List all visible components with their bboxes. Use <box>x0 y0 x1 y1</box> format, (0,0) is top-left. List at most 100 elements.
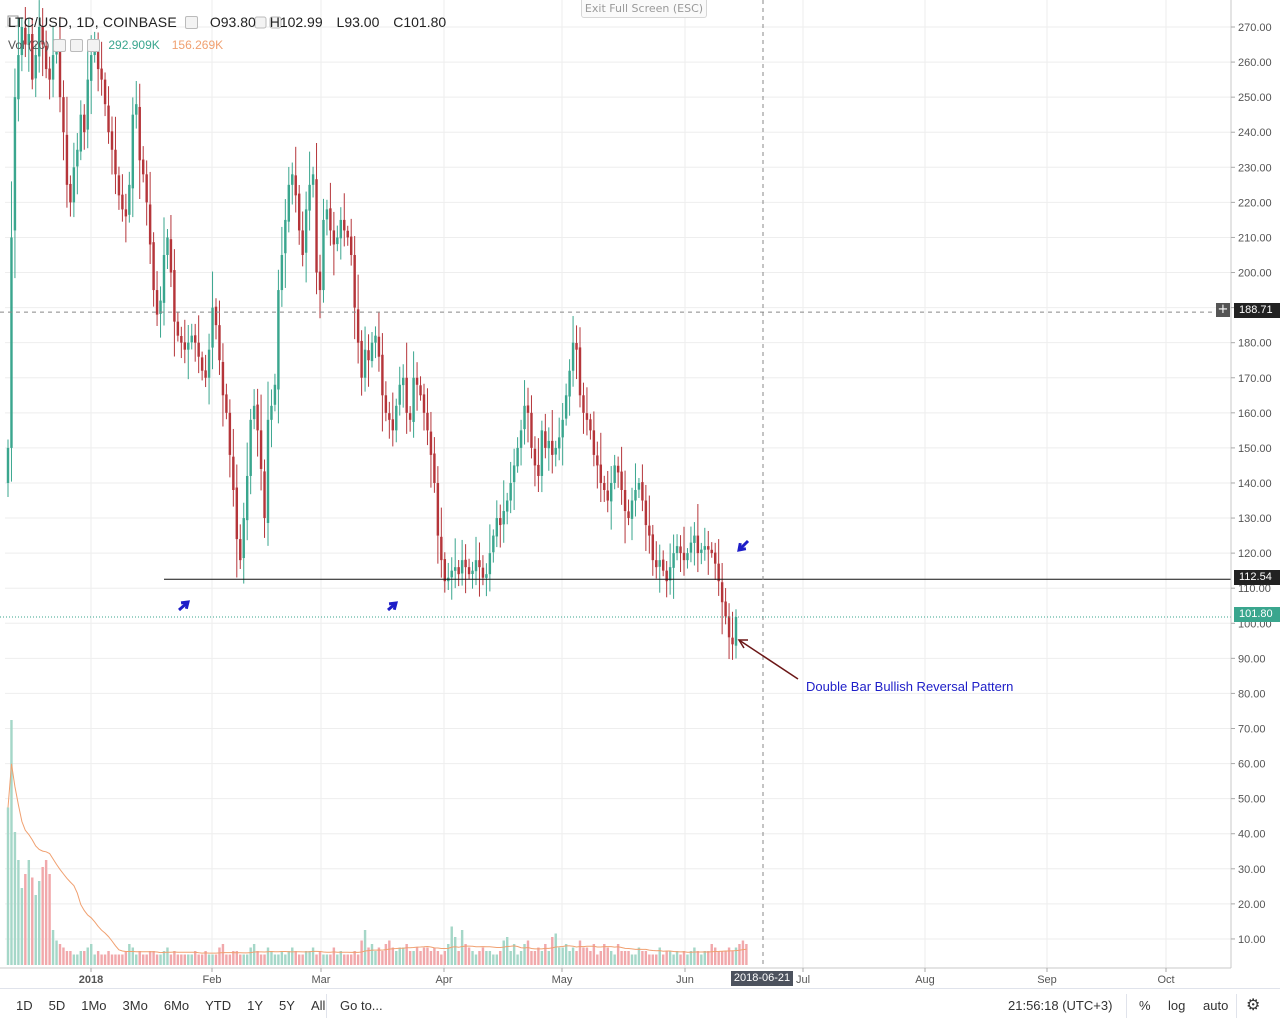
candle-body <box>488 553 492 575</box>
candle-body <box>79 114 83 152</box>
volume-bar <box>731 951 734 965</box>
volume-bar <box>76 954 79 965</box>
auto-toggle[interactable]: auto <box>1203 998 1229 1013</box>
price-chart[interactable]: 270.00 260.00 250.00 240.00 230.00 220.00 210.… <box>0 0 1280 988</box>
volume-bar <box>509 951 512 965</box>
volume-bar <box>180 954 183 965</box>
candle-body <box>239 539 242 561</box>
volume-bar <box>363 930 367 965</box>
candle-body <box>464 559 467 568</box>
volume-bar <box>526 940 530 965</box>
volume-bar <box>135 954 138 965</box>
volume-bar <box>641 951 644 965</box>
candle-body <box>44 45 48 70</box>
candle-body <box>495 518 499 537</box>
candle-body <box>537 464 540 476</box>
candle-body <box>291 174 294 185</box>
volume-bar <box>689 951 693 965</box>
candle-body <box>422 394 426 413</box>
volume-bar <box>325 954 329 965</box>
volume-bar <box>152 951 155 965</box>
goto-button[interactable]: Go to... <box>340 998 383 1013</box>
gear-icon[interactable]: ⚙ <box>1246 997 1261 1014</box>
candle-body <box>551 440 554 455</box>
candle-body <box>318 271 322 291</box>
range-ytd[interactable]: YTD <box>205 998 232 1013</box>
candle-body <box>145 174 148 203</box>
volume-bar <box>478 951 481 965</box>
volume-bar <box>176 954 180 965</box>
candle-body <box>571 342 575 371</box>
close-icon[interactable] <box>87 38 101 52</box>
symbol-title[interactable]: LTC/USD, 1D, COINBASE <box>8 14 177 30</box>
eye-icon[interactable] <box>53 38 67 52</box>
volume-bar <box>318 951 322 965</box>
candle-body <box>200 357 204 371</box>
volume-bar <box>734 947 738 965</box>
range-6mo[interactable]: 6Mo <box>163 998 190 1013</box>
volume-bar <box>401 947 405 965</box>
candle-body <box>710 549 713 554</box>
candle-body <box>727 616 731 638</box>
volume-bar <box>665 951 668 965</box>
y-tick-label: 200.00 <box>1238 268 1272 280</box>
volume-bar <box>443 951 447 965</box>
chart-legend: LTC/USD, 1D, COINBASE O93.80 H102.99 L93… <box>8 14 456 30</box>
candle-body <box>284 219 287 254</box>
volume-bar <box>141 954 145 965</box>
gear-icon[interactable] <box>70 38 84 52</box>
volume-bar <box>412 951 415 965</box>
candle-body <box>561 419 564 438</box>
volume-bar <box>51 930 55 965</box>
volume-ma-value: 156.269K <box>171 38 224 52</box>
candle-body <box>533 448 537 466</box>
candle-body <box>86 79 89 130</box>
candle-body <box>693 535 696 543</box>
range-5y[interactable]: 5Y <box>279 998 295 1013</box>
candle-body <box>27 34 31 46</box>
price-axis: 270.00 260.00 250.00 240.00 230.00 220.00 210.… <box>1230 0 1272 968</box>
volume-label[interactable]: Vol (20) <box>8 38 50 52</box>
volume-bar <box>523 944 526 965</box>
volume-bar <box>100 954 103 965</box>
volume-bar <box>464 944 467 965</box>
volume-bar <box>568 951 571 965</box>
y-tick-label: 170.00 <box>1238 373 1272 385</box>
candle-body <box>540 430 544 476</box>
volume-bar <box>589 951 592 965</box>
volume-bar <box>724 951 727 965</box>
volume-bar <box>620 951 623 965</box>
y-tick-label: 220.00 <box>1238 197 1272 209</box>
candle-body <box>329 208 332 231</box>
volume-bar <box>408 951 412 965</box>
range-1mo[interactable]: 1Mo <box>81 998 107 1013</box>
range-5d[interactable]: 5D <box>48 998 66 1013</box>
percent-toggle[interactable]: % <box>1139 998 1151 1013</box>
candle-body <box>169 239 173 273</box>
settings-icon[interactable] <box>184 15 198 29</box>
volume-bar <box>114 954 117 965</box>
volume-bar <box>107 951 110 965</box>
volume-bar <box>696 951 700 965</box>
y-tick-label: 180.00 <box>1238 338 1272 350</box>
log-toggle[interactable]: log <box>1168 998 1186 1013</box>
add-alert-icon[interactable]: + <box>1216 302 1230 317</box>
candle-body <box>568 370 571 397</box>
volume-bar <box>395 951 398 965</box>
volume-bar <box>668 951 672 965</box>
volume-bar <box>551 937 554 965</box>
candle-body <box>679 546 682 554</box>
candle-body <box>734 616 738 646</box>
candle-body <box>124 209 128 217</box>
exit-fullscreen-button[interactable]: Exit Full Screen (ESC) <box>581 0 707 18</box>
clock-display[interactable]: 21:56:18 (UTC+3) <box>1008 998 1113 1013</box>
range-3mo[interactable]: 3Mo <box>122 998 148 1013</box>
candle-body <box>24 27 27 45</box>
range-1y[interactable]: 1Y <box>247 998 264 1013</box>
y-tick-label: 270.00 <box>1238 22 1272 34</box>
volume-bar <box>675 951 679 965</box>
volume-bar <box>193 951 197 965</box>
range-all[interactable]: All <box>310 998 326 1013</box>
range-1d[interactable]: 1D <box>16 998 33 1013</box>
y-tick-label: 40.00 <box>1238 829 1266 841</box>
